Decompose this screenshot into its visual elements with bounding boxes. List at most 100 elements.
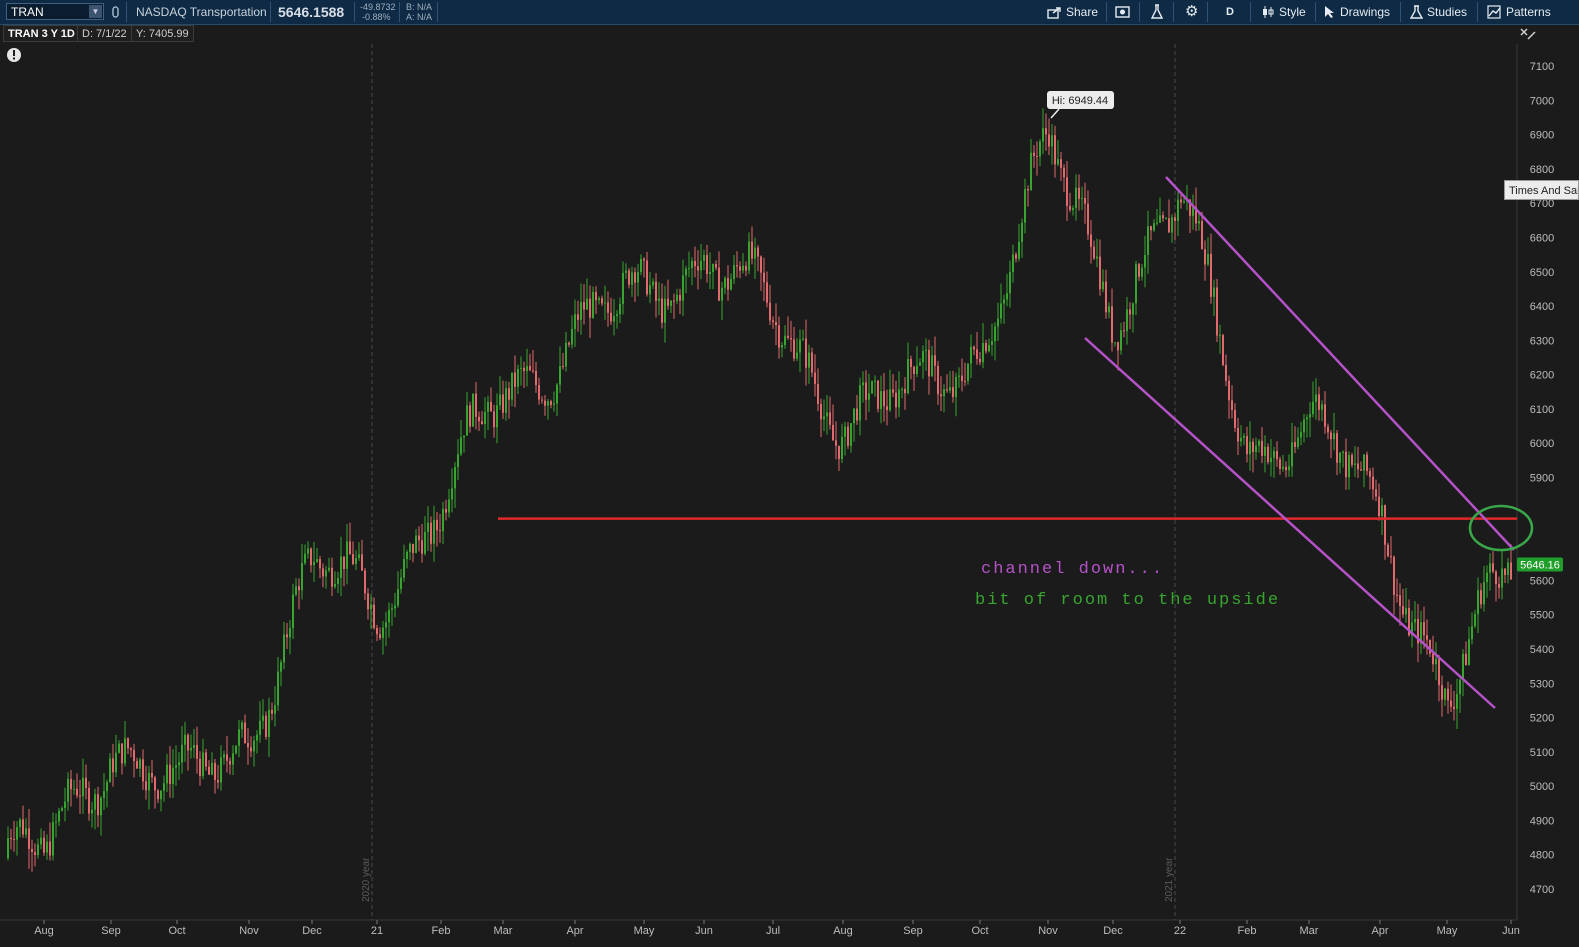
candle-body bbox=[361, 554, 363, 571]
candle-body bbox=[1351, 454, 1353, 465]
candle-body bbox=[1102, 281, 1104, 290]
candle-body bbox=[109, 758, 111, 783]
candle-body bbox=[1420, 622, 1422, 644]
candle-body bbox=[1456, 694, 1458, 710]
candle-body bbox=[1474, 614, 1476, 627]
candle-body bbox=[1303, 419, 1305, 433]
candle-body bbox=[1117, 342, 1119, 351]
candle-body bbox=[1462, 653, 1464, 680]
candle-body bbox=[379, 634, 381, 638]
candle-body bbox=[160, 790, 162, 800]
candle-body bbox=[1369, 471, 1371, 477]
candle-body bbox=[979, 358, 981, 363]
candle-body bbox=[433, 519, 435, 544]
candle-body bbox=[970, 346, 972, 364]
candle-body bbox=[733, 265, 735, 280]
candle-body bbox=[508, 388, 510, 400]
aggregation-button[interactable]: D bbox=[1226, 6, 1234, 18]
candle-body bbox=[133, 749, 135, 762]
candle-body bbox=[898, 389, 900, 408]
snapshot-icon[interactable] bbox=[1115, 5, 1131, 19]
candle-body bbox=[1453, 706, 1455, 710]
candle-body bbox=[487, 401, 489, 412]
alert-icon[interactable] bbox=[7, 48, 21, 62]
times-and-sales-tab[interactable]: Times And Sales bbox=[1504, 180, 1579, 200]
candle-body bbox=[1123, 330, 1125, 332]
candle-body bbox=[751, 241, 753, 259]
candle-body bbox=[1297, 437, 1299, 447]
candle-body bbox=[22, 819, 24, 835]
candle-body bbox=[1114, 342, 1116, 344]
candle-body bbox=[214, 762, 216, 781]
candle-body bbox=[457, 454, 459, 467]
candle-body bbox=[739, 266, 741, 271]
candle-body bbox=[655, 281, 657, 301]
chevron-down-icon[interactable]: ▼ bbox=[89, 5, 102, 18]
candle-body bbox=[637, 272, 639, 283]
channel-lower-line[interactable] bbox=[1084, 337, 1496, 709]
collapse-icon[interactable] bbox=[1518, 26, 1538, 42]
y-tick-label: 7100 bbox=[1530, 61, 1554, 73]
candle-body bbox=[1051, 135, 1053, 147]
drawings-button[interactable]: Drawings bbox=[1324, 3, 1390, 21]
candle-body bbox=[835, 440, 837, 446]
candle-body bbox=[1006, 293, 1008, 300]
candle-body bbox=[562, 366, 564, 368]
candle-body bbox=[331, 567, 333, 587]
current-price-tag: 5646.16 bbox=[1517, 557, 1563, 572]
candle-body bbox=[841, 436, 843, 460]
ask-value: A: N/A bbox=[406, 12, 433, 22]
candle-body bbox=[1417, 618, 1419, 644]
candle-body bbox=[916, 365, 918, 375]
candle-body bbox=[46, 841, 48, 853]
candle-body bbox=[913, 366, 915, 375]
candle-body bbox=[610, 312, 612, 322]
flask-icon[interactable] bbox=[1150, 4, 1164, 20]
candle-body bbox=[322, 568, 324, 577]
candle-body bbox=[406, 551, 408, 560]
patterns-button[interactable]: Patterns bbox=[1487, 3, 1551, 21]
candle-body bbox=[673, 300, 675, 302]
candle-body bbox=[1312, 401, 1314, 415]
candle-body bbox=[199, 758, 201, 777]
candle-body bbox=[952, 387, 954, 398]
candle-body bbox=[442, 508, 444, 532]
candle-body bbox=[424, 531, 426, 554]
candle-body bbox=[844, 426, 846, 437]
candle-body bbox=[232, 753, 234, 765]
candle-body bbox=[190, 747, 192, 751]
candle-body bbox=[1264, 446, 1266, 456]
candle-body bbox=[814, 372, 816, 384]
studies-button[interactable]: Studies bbox=[1410, 3, 1467, 21]
candle-body bbox=[985, 343, 987, 352]
candle-body bbox=[595, 291, 597, 301]
candle-body bbox=[1360, 469, 1362, 471]
candle-body bbox=[496, 405, 498, 428]
candle-body bbox=[571, 328, 573, 345]
link-icon[interactable] bbox=[111, 6, 121, 19]
channel-upper-line[interactable] bbox=[1165, 176, 1515, 551]
symbol-input[interactable]: TRAN ▼ bbox=[6, 3, 104, 20]
share-button[interactable]: Share bbox=[1047, 3, 1098, 21]
candle-body bbox=[523, 367, 525, 372]
candle-body bbox=[334, 584, 336, 587]
breakout-ellipse[interactable] bbox=[1468, 504, 1534, 552]
candle-body bbox=[307, 548, 309, 554]
candle-body bbox=[1228, 380, 1230, 401]
candle-body bbox=[1363, 454, 1365, 471]
x-tick-label: Dec bbox=[302, 925, 322, 937]
candle-body bbox=[1435, 658, 1437, 665]
y-tick-label: 6400 bbox=[1530, 301, 1554, 313]
candle-body bbox=[268, 709, 270, 737]
style-button[interactable]: Style bbox=[1261, 3, 1306, 21]
candle-body bbox=[1084, 197, 1086, 204]
candle-body bbox=[1375, 489, 1377, 497]
chart-title[interactable]: TRAN 3 Y 1D bbox=[3, 25, 80, 42]
gear-icon[interactable]: ⚙ bbox=[1185, 3, 1199, 20]
y-tick-label: 7000 bbox=[1530, 95, 1554, 107]
candle-body bbox=[166, 764, 168, 784]
candle-body bbox=[1225, 365, 1227, 381]
candle-body bbox=[808, 352, 810, 368]
candle-body bbox=[505, 388, 507, 413]
